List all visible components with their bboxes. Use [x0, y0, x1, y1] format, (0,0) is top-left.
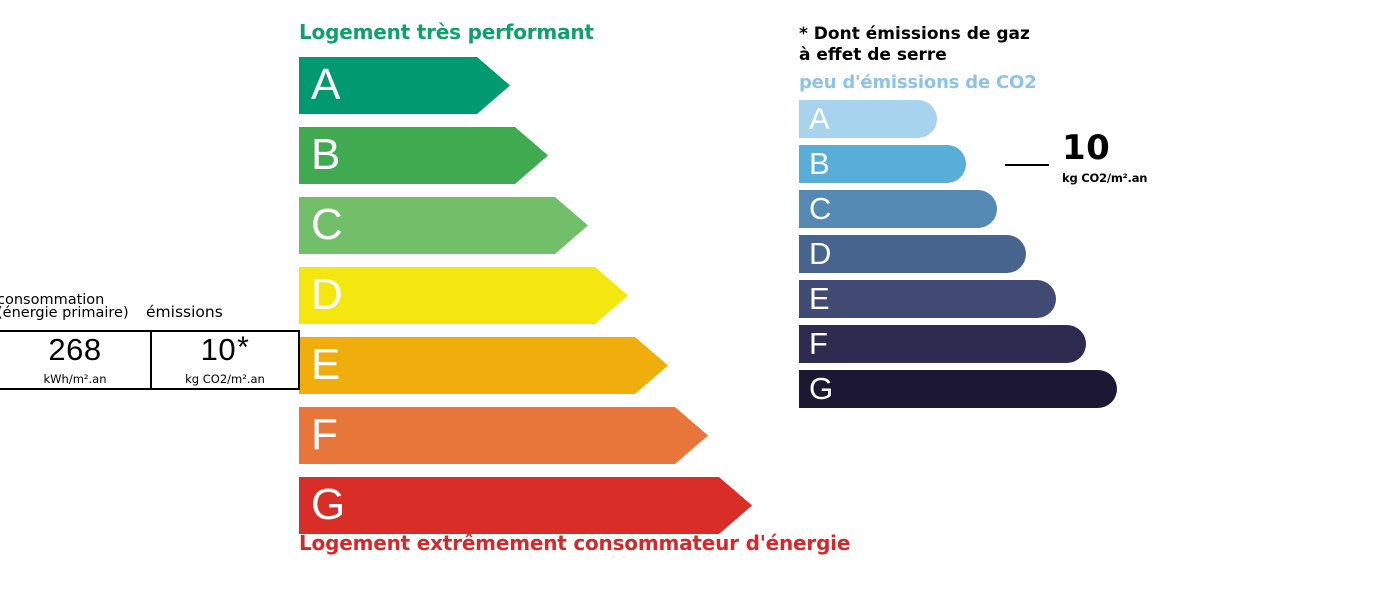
energy-bar-row-d: D [299, 267, 628, 324]
co2-bar-f [799, 325, 1086, 363]
co2-bar-e [799, 280, 1056, 318]
energy-value-wrap: 268 [48, 334, 101, 365]
co2-bar-row-e: E [799, 280, 1056, 318]
footnote-asterisk: * [237, 331, 250, 364]
consumption-header: consommation (énergie primaire) [0, 292, 129, 321]
energy-value: 268 [48, 332, 102, 367]
co2-bar-row-a: A [799, 100, 937, 138]
emissions-value-wrap: 10 * [200, 331, 250, 367]
energy-bar-g [299, 477, 752, 534]
co2-bar-c [799, 190, 997, 228]
energy-letter-g: G [311, 479, 346, 529]
emissions-value: 10 [200, 332, 237, 367]
energy-unit: kWh/m².an [43, 372, 107, 386]
energy-bar-c [299, 197, 588, 254]
energy-letter-b: B [311, 129, 341, 179]
co2-letter-f: F [809, 325, 828, 361]
co2-bar-row-d: D [799, 235, 1026, 273]
co2-callout-value: 10 [1062, 128, 1111, 168]
energy-letter-d: D [311, 269, 343, 319]
emissions-header: émissions [146, 303, 223, 321]
energy-letter-f: F [311, 409, 338, 459]
co2-letter-d: D [809, 235, 832, 271]
co2-bar-b [799, 145, 966, 183]
co2-bar-row-b: B [799, 145, 966, 183]
result-cell-energy: 268 kWh/m².an [0, 332, 150, 388]
co2-callout-unit: kg CO2/m².an [1062, 171, 1148, 185]
energy-bar-b [299, 127, 548, 184]
energy-bar-row-g: G [299, 477, 752, 534]
energy-bottom-label: Logement extrêmement consommateur d'éner… [299, 531, 851, 555]
co2-bar-d [799, 235, 1026, 273]
consumption-header-line2: (énergie primaire) [0, 305, 129, 321]
co2-footnote-text: * Dont émissions de gaz à effet de serre [799, 24, 1030, 65]
energy-bar-row-c: C [299, 197, 588, 254]
energy-letter-e: E [311, 339, 341, 389]
co2-bar-a [799, 100, 937, 138]
energy-bar-d [299, 267, 628, 324]
consumption-header-line1: consommation [0, 292, 105, 308]
energy-letter-c: C [311, 199, 343, 249]
energy-bar-row-e: E [299, 337, 668, 394]
co2-bar-row-c: C [799, 190, 997, 228]
co2-bar-row-f: F [799, 325, 1086, 363]
co2-bar-g [799, 370, 1117, 408]
energy-bar-f [299, 407, 708, 464]
energy-top-label: Logement très performant [299, 20, 594, 44]
energy-bar-row-b: B [299, 127, 548, 184]
co2-letter-g: G [809, 370, 834, 406]
energy-letter-a: A [311, 59, 341, 109]
emissions-unit: kg CO2/m².an [185, 372, 265, 386]
energy-bar-row-a: A [299, 57, 510, 114]
co2-bar-row-g: G [799, 370, 1117, 408]
co2-letter-e: E [809, 280, 830, 316]
co2-callout: 10 kg CO2/m².an [1062, 131, 1147, 185]
energy-bar-row-f: F [299, 407, 708, 464]
energy-bar-a [299, 57, 510, 114]
co2-letter-a: A [809, 100, 830, 136]
co2-top-label: peu d'émissions de CO2 [799, 72, 1037, 93]
co2-letter-c: C [809, 190, 832, 226]
energy-bar-e [299, 337, 668, 394]
result-cell-emissions: 10 * kg CO2/m².an [150, 332, 298, 388]
result-table: 268 kWh/m².an 10 * kg CO2/m².an [0, 330, 300, 390]
co2-leader-line [1005, 164, 1049, 166]
co2-letter-b: B [809, 145, 830, 181]
